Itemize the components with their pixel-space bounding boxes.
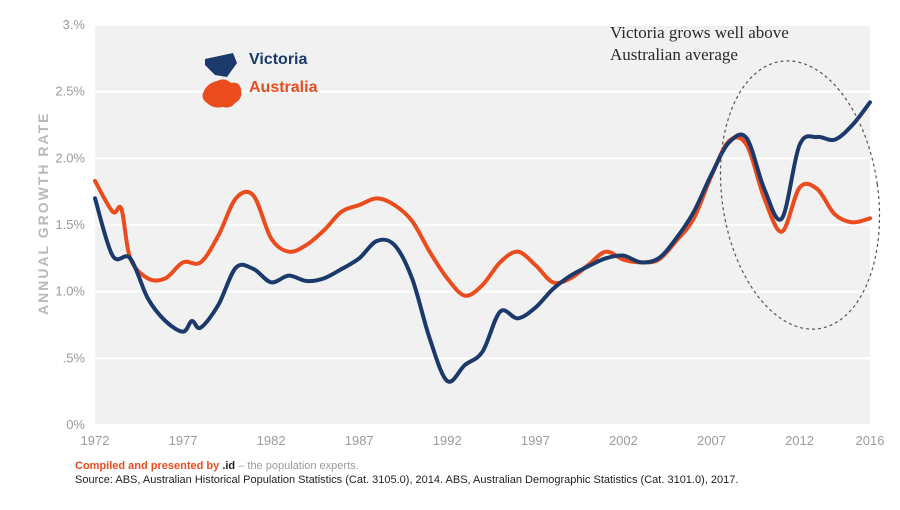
credit-line: Compiled and presented by .id – the popu… bbox=[75, 460, 359, 472]
svg-text:2016: 2016 bbox=[856, 433, 885, 448]
svg-text:2007: 2007 bbox=[697, 433, 726, 448]
y-axis-title: ANNUAL GROWTH RATE bbox=[35, 112, 51, 315]
svg-text:1.5%: 1.5% bbox=[55, 217, 85, 232]
growth-rate-chart: 0% .5% 1.0% 1.5% 2.0% 2.5% 3.% 1972 1977 1982 198… bbox=[0, 0, 900, 510]
y-tick-labels: 0% .5% 1.0% 1.5% 2.0% 2.5% 3.% bbox=[55, 17, 85, 432]
svg-text:1987: 1987 bbox=[345, 433, 374, 448]
svg-text:1972: 1972 bbox=[81, 433, 110, 448]
brand-id: id bbox=[225, 460, 235, 472]
chart-svg: 0% .5% 1.0% 1.5% 2.0% 2.5% 3.% 1972 1977 1982 198… bbox=[0, 0, 900, 510]
svg-text:2.5%: 2.5% bbox=[55, 84, 85, 99]
x-tick-labels: 1972 1977 1982 1987 1992 1997 2002 2007 2012 2016 bbox=[81, 433, 885, 448]
source-line: Source: ABS, Australian Historical Popul… bbox=[75, 474, 738, 486]
svg-text:2.0%: 2.0% bbox=[55, 150, 85, 165]
svg-text:.5%: .5% bbox=[63, 350, 86, 365]
legend-victoria: Victoria bbox=[249, 51, 307, 69]
svg-text:2002: 2002 bbox=[609, 433, 638, 448]
svg-text:3.%: 3.% bbox=[63, 17, 86, 32]
annotation-text: Victoria grows well above Australian ave… bbox=[610, 22, 789, 66]
svg-text:2012: 2012 bbox=[785, 433, 814, 448]
credit-suffix: – the population experts. bbox=[235, 460, 359, 472]
svg-text:1997: 1997 bbox=[521, 433, 550, 448]
svg-text:1.0%: 1.0% bbox=[55, 284, 85, 299]
svg-text:1977: 1977 bbox=[169, 433, 198, 448]
legend-australia: Australia bbox=[249, 79, 317, 97]
credit-prefix: Compiled and presented by bbox=[75, 460, 222, 472]
svg-text:1982: 1982 bbox=[257, 433, 286, 448]
svg-text:0%: 0% bbox=[66, 417, 85, 432]
svg-text:1992: 1992 bbox=[433, 433, 462, 448]
